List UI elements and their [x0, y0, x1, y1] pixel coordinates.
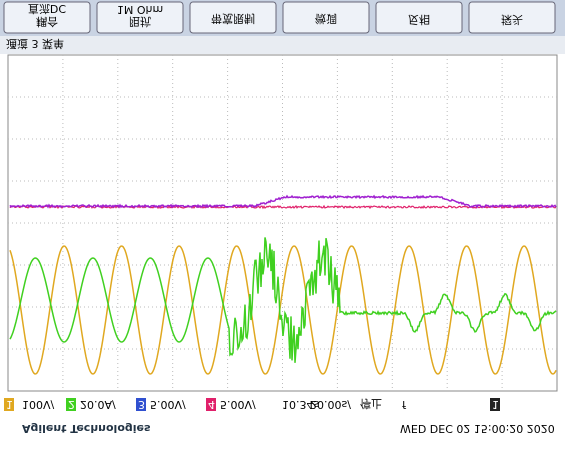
softkey-label: 阻抗 — [129, 15, 151, 29]
info-text: 4 — [208, 398, 215, 411]
datetime: WED DEC 02 15:00:20 2020 — [400, 422, 555, 435]
softkey-label: 微调 — [315, 12, 337, 26]
info-text: 20.0A/ — [80, 398, 116, 411]
info-text: 1 — [492, 398, 499, 411]
info-text: 3 — [138, 398, 145, 411]
info-text: 5.00V/ — [150, 398, 186, 411]
info-text: 5.00V/ — [220, 398, 256, 411]
softkey-label: 探头 — [501, 13, 523, 26]
info-text: 1 — [6, 398, 13, 411]
status-text: 通道 3 菜单 — [6, 37, 64, 51]
info-text: 20.00s/ — [310, 398, 351, 411]
brand: Agilent Technologies — [22, 422, 151, 435]
info-text: 2 — [68, 398, 75, 411]
softkey-label: 带宽限制 — [211, 12, 255, 26]
softkey-label: 1M Ohm — [117, 3, 163, 16]
info-text: 100V/ — [22, 398, 55, 411]
info-text: 停止 — [360, 397, 382, 411]
softkey-label: 反相 — [408, 13, 430, 26]
status-bar — [0, 36, 565, 54]
softkey-label: 耦合 — [36, 15, 58, 29]
softkey-label: 直流DC — [28, 2, 66, 16]
